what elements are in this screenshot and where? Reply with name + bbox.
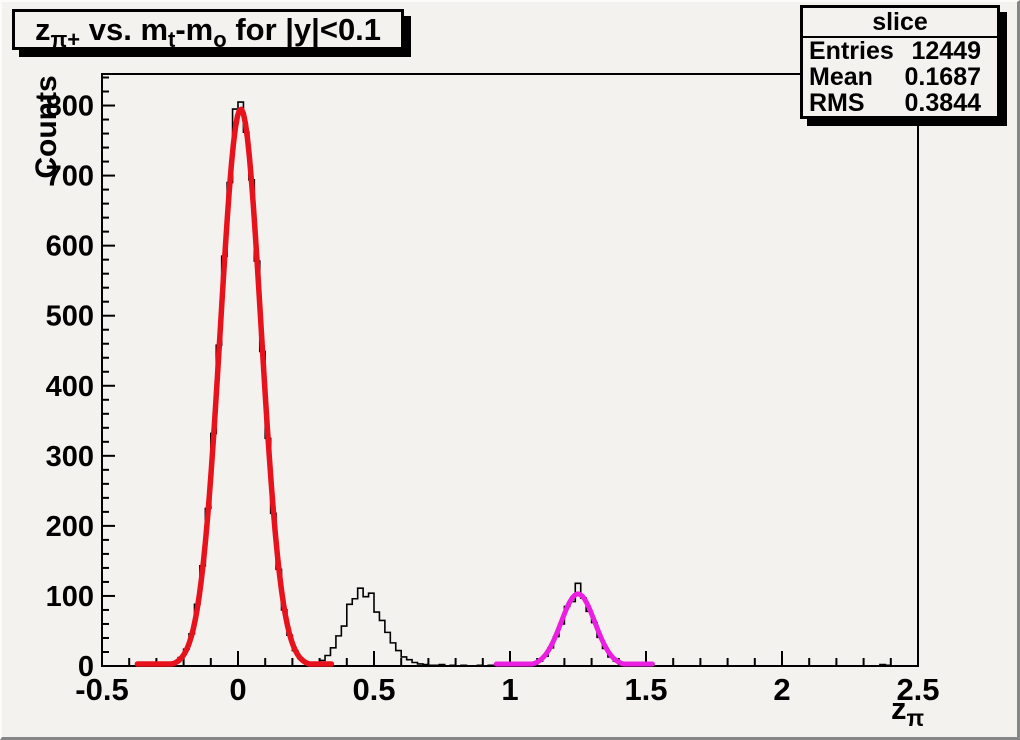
x-tick-label: -0.5 (75, 672, 128, 707)
y-tick-label: 200 (46, 511, 94, 543)
stats-entries-value: 12449 (911, 36, 981, 65)
stats-box: slice Entries 12449 Mean 0.1687 RMS 0.38… (800, 5, 1000, 119)
y-tick-label: 100 (46, 581, 94, 613)
y-axis-ticks (102, 76, 115, 667)
stats-rms-value: 0.3844 (904, 88, 981, 117)
x-axis-title: zπ (891, 691, 961, 731)
y-tick-label: 800 (46, 91, 94, 123)
gaussian-fit-right (493, 591, 655, 667)
x-tick-label: 2 (773, 672, 790, 707)
x-axis-title-sub: π (906, 705, 925, 732)
y-tick-label: 600 (46, 231, 94, 263)
x-axis-labels: -0.5 0 0.5 1 1.5 2 2.5 (75, 672, 939, 707)
y-tick-label: 700 (46, 161, 94, 193)
title-vs-m: vs. m (80, 11, 169, 47)
y-tick-label: 300 (46, 441, 94, 473)
stats-row-mean: Mean 0.1687 (803, 62, 997, 91)
histogram-outline (102, 101, 918, 667)
x-tick-label: 1.5 (624, 672, 667, 707)
plot-title: zπ+ vs. mt-mo for |y|<0.1 (34, 11, 382, 51)
title-sub-o: o (213, 26, 227, 52)
stats-mean-value: 0.1687 (904, 62, 981, 91)
x-axis-title-main: z (891, 691, 907, 726)
y-tick-label: 400 (46, 371, 94, 403)
y-tick-label: 500 (46, 301, 94, 333)
stats-row-rms: RMS 0.3844 (803, 88, 997, 117)
title-sub-pi-plus: π+ (50, 26, 81, 52)
title-pave: zπ+ vs. mt-mo for |y|<0.1 (12, 9, 404, 50)
stats-entries-label: Entries (809, 36, 894, 65)
y-tick-label: 0 (78, 651, 94, 683)
x-tick-label: 1 (501, 672, 518, 707)
x-tick-label: 0.5 (352, 672, 395, 707)
y-axis-title: Counts (30, 75, 63, 179)
stats-header: slice (803, 8, 997, 38)
title-minus-m: -m (175, 11, 214, 47)
stats-rms-label: RMS (809, 88, 865, 117)
plot-frame (101, 73, 919, 667)
x-tick-label: 2.5 (896, 672, 939, 707)
y-axis-labels: 0 100 200 300 400 500 600 700 800 (46, 91, 94, 683)
stats-row-entries: Entries 12449 (803, 36, 997, 65)
title-z: z (34, 11, 51, 47)
title-for-y: for |y|<0.1 (226, 11, 382, 47)
gaussian-fit-main (134, 106, 335, 667)
x-tick-label: 0 (229, 672, 246, 707)
stats-mean-label: Mean (809, 62, 873, 91)
title-sub-t: t (168, 26, 176, 52)
